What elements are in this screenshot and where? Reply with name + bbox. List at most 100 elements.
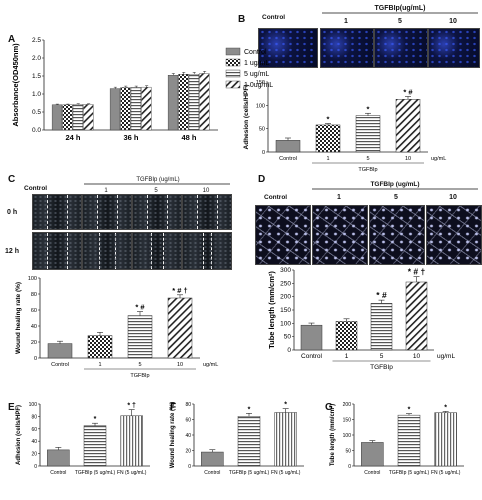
panel-d-y-tick-label: 200 bbox=[280, 294, 291, 301]
panel-e-x-tick-label: Control bbox=[50, 470, 66, 476]
panel-f-y-tick-label: 0 bbox=[188, 464, 191, 470]
panel-b-x-tick-label: Control bbox=[279, 156, 297, 162]
panel-a-legend-label: 1 ug/mL bbox=[244, 60, 269, 67]
panel-e-bar bbox=[47, 449, 70, 467]
panel-c-image-12h-control bbox=[32, 232, 82, 270]
panel-c-chart: 0 20 40 60 80 100 Wound healing rate (%) Contro… bbox=[15, 276, 218, 379]
panel-c-bar bbox=[127, 315, 153, 359]
panel-b-header-dose-1: 1 bbox=[344, 18, 348, 25]
panel-a-legend-label: 5 ug/mL bbox=[244, 71, 269, 78]
panel-g-x-tick-label: TGFBIp (5 ug/mL) bbox=[389, 470, 430, 476]
panel-a-bar bbox=[83, 104, 94, 131]
panel-c-x-tick-label: Control bbox=[51, 362, 69, 368]
panel-g-y-tick-label: 0 bbox=[348, 464, 351, 470]
panel-c-significance-mark: * # † bbox=[172, 286, 187, 295]
panel-c-image-0h-10 bbox=[182, 194, 232, 230]
panel-g-y-tick-label: 50 bbox=[345, 449, 351, 455]
panel-d-chart: 0 50 100 150 200 250 300 Tube length (mm/cm²) Co… bbox=[267, 267, 455, 371]
panel-b-x-unit-label: ug/mL bbox=[431, 156, 446, 162]
panel-g-y-tick-label: 150 bbox=[343, 418, 352, 424]
panel-d-y-tick-label: 150 bbox=[280, 307, 291, 314]
panel-e-y-tick-label: 60 bbox=[31, 427, 37, 433]
panel-c-image-12h-5 bbox=[132, 232, 182, 270]
panel-f-chart: 0 20 40 60 80 Wound healing rate (%) Control * T… bbox=[170, 402, 304, 476]
panel-d-image-10 bbox=[426, 205, 482, 265]
panel-c-y-tick-label: 20 bbox=[31, 340, 37, 346]
panel-a-y-tick-label: 2.5 bbox=[32, 37, 41, 44]
panel-a-bar bbox=[62, 104, 73, 131]
panel-c-significance-mark: * # bbox=[135, 303, 145, 312]
panel-f-x-tick-label: TGFBIp (5 ug/mL) bbox=[229, 470, 270, 476]
panel-e-y-tick-label: 0 bbox=[34, 464, 37, 470]
panel-d-image-1 bbox=[312, 205, 368, 265]
panel-d-y-axis-label: Tube length (mm/cm²) bbox=[267, 271, 276, 349]
panel-b-significance-mark: * bbox=[327, 115, 330, 124]
panel-b-y-tick-label: 150 bbox=[256, 80, 265, 86]
panel-c-y-tick-label: 100 bbox=[28, 276, 37, 282]
panel-e-x-tick-label: FN (5 ug/mL) bbox=[117, 470, 147, 476]
panel-c-y-tick-label: 80 bbox=[31, 292, 37, 298]
panel-d-header-dose-1: 1 bbox=[337, 194, 341, 201]
panel-d-y-tick-label: 0 bbox=[287, 347, 291, 354]
panel-f-significance-mark: * bbox=[248, 406, 251, 413]
panel-e-bar bbox=[83, 425, 107, 467]
panel-c-row-label-0h: 0 h bbox=[7, 209, 17, 216]
panel-d-group-label: TGFBIp bbox=[370, 364, 393, 371]
panel-g-chart: 0 50 100 150 200 Tube length (mm/cm²) Control *… bbox=[329, 402, 464, 476]
panel-a-legend-label: Control bbox=[244, 49, 267, 56]
panel-d-header-dose-10: 10 bbox=[449, 194, 457, 201]
panel-a-legend-swatch bbox=[225, 69, 241, 78]
panel-f-y-tick-label: 20 bbox=[185, 449, 191, 455]
panel-g-bar bbox=[361, 442, 384, 467]
panel-e-y-tick-label: 100 bbox=[29, 402, 38, 408]
panel-a-x-tick-label: 36 h bbox=[123, 133, 138, 142]
panel-d-image-control bbox=[255, 205, 311, 265]
panel-b-y-axis-label: Adhesion (cells/HPF) bbox=[243, 84, 250, 149]
panel-letter-e: E bbox=[8, 402, 15, 413]
panel-d-bar bbox=[405, 281, 428, 351]
panel-a-legend-swatch bbox=[225, 47, 241, 56]
panel-b-header-dose-10: 10 bbox=[449, 18, 457, 25]
panel-a-y-tick-label: 0.0 bbox=[32, 127, 41, 134]
panel-g-y-axis-label: Tube length (mm/cm²) bbox=[329, 404, 336, 466]
panel-a-bar bbox=[51, 104, 63, 131]
panel-e-bar bbox=[120, 415, 143, 467]
panel-a-x-tick-label: 24 h bbox=[65, 133, 80, 142]
panel-e-y-tick-label: 40 bbox=[31, 439, 37, 445]
panel-b-header-treatment: TGFBIp(ug/mL) bbox=[375, 5, 426, 12]
panel-a-bar bbox=[199, 73, 210, 131]
panel-g-x-tick-label: FN (5 ug/mL) bbox=[431, 470, 461, 476]
panel-b-y-tick-label: 100 bbox=[256, 103, 265, 109]
panel-c-x-tick-label: 10 bbox=[177, 362, 183, 368]
panel-f-x-tick-label: FN (5 ug/mL) bbox=[271, 470, 301, 476]
panel-c-image-0h-control bbox=[32, 194, 82, 230]
panel-f-y-tick-label: 40 bbox=[185, 433, 191, 439]
panel-letter-g: G bbox=[325, 402, 333, 413]
panel-b-bar bbox=[315, 124, 341, 153]
panel-e-chart: 0 20 40 60 80 100 Adhesion (cells/HPF) Control *… bbox=[16, 402, 150, 476]
panel-e-y-tick-label: 80 bbox=[31, 414, 37, 420]
panel-a-y-tick-label: 0.5 bbox=[32, 109, 41, 116]
panel-d-header-control: Control bbox=[264, 194, 287, 201]
panel-d-y-tick-label: 300 bbox=[280, 267, 291, 274]
panel-e-y-axis-label: Adhesion (cells/HPF) bbox=[16, 405, 22, 465]
panel-d-header-dose-5: 5 bbox=[394, 194, 398, 201]
panel-a-legend-swatch bbox=[225, 58, 241, 67]
panel-c-row-label-12h: 12 h bbox=[5, 248, 19, 255]
panel-g-bar bbox=[434, 412, 457, 467]
panel-a-y-tick-label: 1.0 bbox=[32, 91, 41, 98]
panel-c-x-tick-label: 1 bbox=[98, 362, 101, 368]
panel-d-x-tick-label: 1 bbox=[345, 353, 349, 360]
panel-c-bar bbox=[167, 297, 193, 359]
panel-letter-c: C bbox=[8, 174, 15, 185]
panel-b-y-tick-label: 50 bbox=[259, 127, 265, 133]
panel-b-chart: 0 50 100 150 Adhesion (cells/HPF) Control * 1 * 5… bbox=[243, 80, 446, 173]
panel-c-header-dose-1: 1 bbox=[104, 188, 108, 194]
panel-g-bar bbox=[397, 414, 421, 467]
panel-c-x-unit-label: ug/mL bbox=[203, 362, 218, 368]
panel-d-y-tick-label: 250 bbox=[280, 280, 291, 287]
panel-c-header-treatment: TGFBIp (ug/mL) bbox=[136, 177, 179, 183]
panel-letter-b: B bbox=[238, 14, 245, 25]
panel-b-bar bbox=[355, 115, 381, 153]
